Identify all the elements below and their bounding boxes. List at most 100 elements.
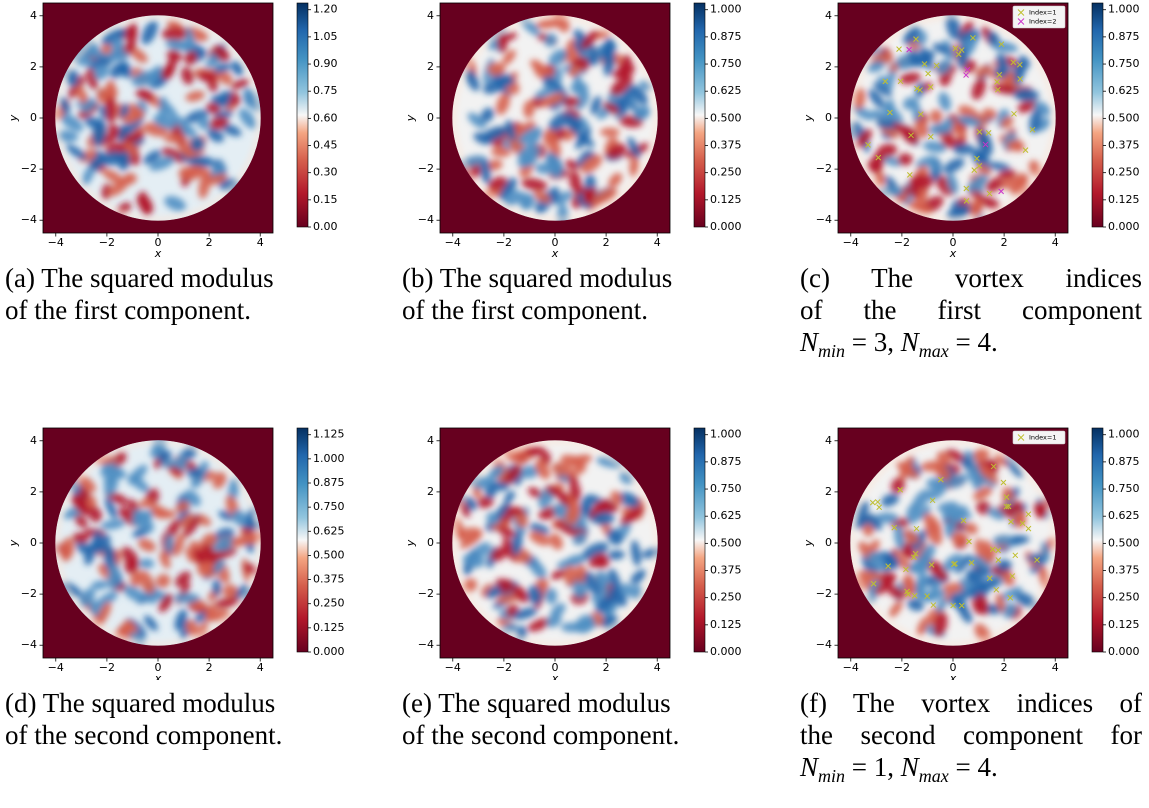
blob (101, 183, 112, 201)
colorbar-tick-label: 0.875 (313, 476, 345, 489)
x-tick-label: −2 (894, 661, 910, 674)
caption-math-part: = 4. (948, 752, 998, 782)
blobs (55, 440, 261, 646)
blob (855, 570, 882, 581)
blob (214, 536, 235, 552)
blob (181, 125, 197, 138)
colorbar-tick-label: 1.05 (313, 30, 338, 43)
blob (569, 480, 581, 501)
colorbar-tick-label: 0.000 (313, 645, 345, 658)
blob (187, 155, 215, 168)
blob (861, 552, 880, 579)
blob (71, 494, 87, 514)
colorbar-tick-label: 0.30 (313, 166, 338, 179)
vortex-marker (875, 154, 882, 161)
colorbar-tick-label: 0.000 (710, 220, 742, 233)
blob (976, 593, 989, 616)
blob (58, 96, 71, 114)
vortex-marker (897, 486, 904, 493)
blob (81, 164, 95, 186)
blob (213, 559, 225, 574)
blob (534, 459, 551, 480)
colorbar-tick-label: 0.875 (710, 455, 742, 468)
blob (583, 187, 597, 204)
caption-line: the second component for (800, 720, 1142, 750)
legend-marker (1017, 9, 1025, 16)
blob (923, 140, 947, 153)
colorbar-tick-label: 0.375 (313, 573, 345, 586)
vortex-marker (1022, 147, 1029, 153)
x-axis-label: x (551, 247, 559, 260)
blob (97, 601, 112, 625)
colorbar (1092, 3, 1103, 227)
blob (100, 151, 125, 166)
blob (855, 500, 869, 523)
blob (600, 127, 620, 137)
blob (630, 539, 642, 567)
colorbar (297, 3, 308, 227)
colorbar-tick-label: 1.125 (313, 428, 345, 441)
colorbar-tick-label: 0.375 (710, 564, 742, 577)
vortex-marker (1009, 573, 1016, 579)
blob (527, 617, 551, 632)
blob (930, 560, 948, 582)
blob (866, 578, 880, 605)
colorbar-tick-label: 0.750 (1108, 482, 1140, 495)
x-tick-label: −2 (99, 661, 115, 674)
colorbar-tick-label: 0.250 (1108, 166, 1140, 179)
y-axis-label: y (404, 114, 417, 122)
vortex-marker (874, 499, 881, 505)
blob (184, 50, 198, 66)
blob (138, 570, 155, 594)
caption: (f) The vortex indices of the second comp… (800, 687, 1142, 785)
blob (946, 204, 973, 221)
blob (161, 27, 187, 41)
blob (948, 473, 968, 489)
x-axis-label: x (154, 247, 162, 260)
figure-graphics: −4 −4 −2 −2 0 0 2 2 4 4 x y 0.00 0.15 0.30 0.45 0.60 0.75… (7, 2, 1140, 680)
blob (504, 490, 516, 504)
colorbar-tick-label: 0.875 (1108, 30, 1140, 43)
blob (996, 53, 1008, 69)
caption-line: of the second component. (402, 720, 680, 750)
blob (490, 147, 511, 157)
blob (81, 98, 97, 113)
blob (529, 523, 550, 535)
colorbar-tick-label: 1.000 (313, 452, 345, 465)
x-tick-label: 2 (206, 236, 213, 249)
blob (592, 511, 615, 526)
vortex-marker (1008, 518, 1014, 525)
blob (554, 520, 578, 537)
colorbar (1092, 428, 1103, 652)
blob (175, 501, 190, 513)
caption-line: of the first component. (402, 295, 648, 325)
y-tick-label: 4 (30, 434, 37, 447)
x-tick-label: 4 (257, 236, 264, 249)
legend-label: Index=2 (1029, 18, 1056, 26)
x-tick-label: 4 (1052, 661, 1059, 674)
blob (135, 88, 154, 102)
blob (550, 569, 567, 580)
caption-line: (b) The squared modulus (402, 263, 673, 293)
blob (1017, 99, 1037, 113)
blob (127, 131, 145, 144)
blob (527, 487, 543, 499)
panel: −4 −4 −2 −2 0 0 2 2 4 4 x y 0.000 0.125 0.250 0.375 0.50… (404, 2, 742, 260)
blob (462, 553, 485, 568)
blob (174, 571, 191, 587)
colorbar-tick-label: 1.20 (313, 3, 338, 16)
blob (185, 90, 205, 102)
blob (966, 574, 990, 595)
colorbar-frame (296, 2, 309, 228)
colorbar-tick-label: 0.875 (710, 30, 742, 43)
colorbar-tick-label: 0.75 (313, 84, 338, 97)
blob (887, 585, 905, 600)
blob (548, 49, 568, 66)
blob (945, 15, 961, 41)
blob (485, 586, 503, 599)
vortex-marker (995, 557, 1002, 563)
blob (511, 530, 523, 556)
vortex-marker (911, 592, 918, 599)
caption-line: (a) The squared modulus (5, 263, 274, 293)
y-tick-label: −2 (816, 587, 832, 600)
